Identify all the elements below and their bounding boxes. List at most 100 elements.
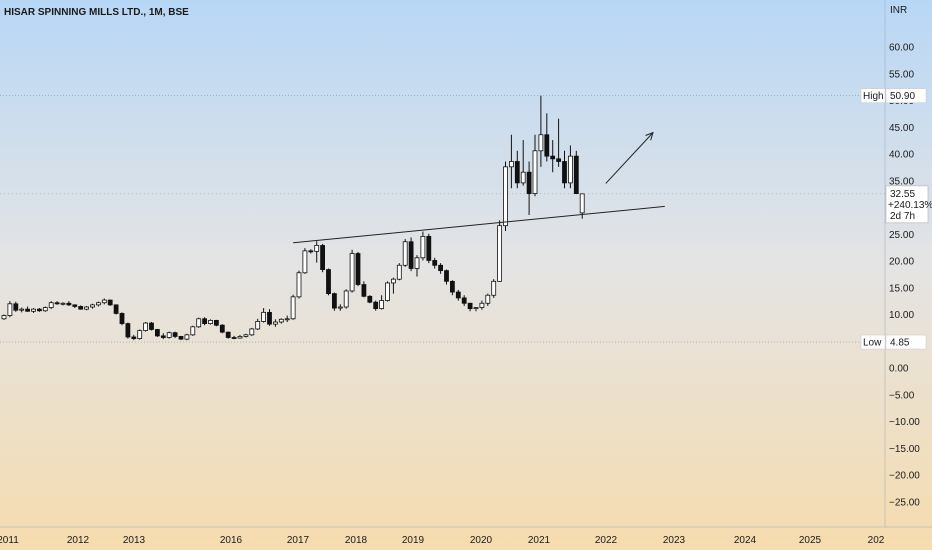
- candle-body: [503, 166, 508, 227]
- candle-body: [7, 303, 13, 316]
- candle-body: [485, 294, 491, 304]
- candle-body: [373, 301, 379, 310]
- candle-body: [284, 318, 290, 321]
- low-tag-label: Low: [863, 338, 882, 349]
- candle-body: [178, 336, 184, 340]
- candle-body: [166, 332, 172, 338]
- candle-body: [579, 193, 585, 214]
- candle-body: [290, 296, 296, 320]
- candle-body: [196, 318, 202, 328]
- candle-body: [72, 304, 78, 307]
- candle-body: [1, 315, 7, 320]
- candle-body: [208, 319, 213, 324]
- candle-body: [532, 150, 538, 194]
- x-tick-label: 2012: [67, 535, 90, 546]
- y-tick-label: −15.00: [889, 444, 920, 455]
- candle-body: [154, 329, 160, 337]
- y-tick-label: 45.00: [889, 123, 914, 134]
- candle-body: [225, 331, 231, 338]
- candle-body: [296, 272, 302, 298]
- candle-body: [355, 253, 361, 285]
- candle-body: [361, 284, 367, 297]
- x-tick-label: 2020: [470, 535, 493, 546]
- x-tick-label: 2021: [528, 535, 551, 546]
- candle-body: [331, 293, 337, 309]
- candle-body: [449, 280, 455, 293]
- candle-body: [160, 335, 166, 338]
- x-tick-label: 2024: [734, 535, 757, 546]
- currency-label: INR: [890, 5, 907, 16]
- candle-body: [408, 241, 414, 269]
- support-trendline: [293, 205, 665, 244]
- drawings: [293, 131, 665, 244]
- candle-body: [101, 299, 107, 304]
- candle-body: [367, 295, 373, 303]
- x-tick-label: 2016: [220, 535, 243, 546]
- candle-body: [137, 330, 143, 339]
- reference-lines: [0, 95, 885, 343]
- x-tick-label: 2023: [663, 535, 686, 546]
- last-price-box: [885, 185, 929, 224]
- candle-body: [249, 328, 255, 336]
- candle-body: [497, 225, 503, 282]
- candle-body: [562, 161, 567, 184]
- candle-body: [172, 332, 178, 337]
- candle-body: [84, 306, 89, 310]
- high-value-box: [885, 88, 927, 103]
- candle-body: [37, 308, 42, 312]
- candle-body: [414, 257, 420, 269]
- candle-body: [261, 311, 267, 322]
- candle-body: [143, 322, 149, 331]
- candle-body: [31, 308, 36, 312]
- projection-arrow-line: [605, 132, 654, 184]
- candle-body: [48, 302, 54, 308]
- y-tick-label: −10.00: [889, 417, 920, 428]
- candle-body: [320, 245, 326, 270]
- candle-body: [78, 306, 84, 310]
- candle-body: [544, 134, 550, 157]
- candle-body: [420, 235, 426, 259]
- candle-body: [113, 304, 119, 314]
- x-tick-label: 2011: [0, 535, 19, 546]
- low-value: 4.85: [890, 338, 910, 349]
- x-tick-label: 2019: [402, 535, 425, 546]
- candle-body: [349, 253, 355, 292]
- projection-arrow-head: [645, 131, 654, 141]
- bar-countdown: 2d 7h: [890, 211, 915, 222]
- x-axis-ticks: 2011 2012 2013 2016 2017 2018 2019 2020 2021 2022…: [0, 535, 885, 546]
- candles: [1, 95, 585, 341]
- candle-body: [190, 326, 196, 336]
- candle-body: [255, 321, 261, 330]
- candle-body: [308, 250, 314, 253]
- candle-body: [337, 306, 343, 309]
- low-value-box: [885, 334, 927, 350]
- x-tick-label: 2017: [287, 535, 310, 546]
- y-tick-label: −25.00: [889, 497, 920, 508]
- candle-body: [538, 134, 544, 152]
- candle-body: [526, 171, 532, 194]
- last-price-change: +240.13%: [888, 200, 932, 211]
- candle-body: [556, 158, 561, 162]
- candle-body: [237, 336, 243, 339]
- low-tag-box: [860, 334, 886, 350]
- candle-body: [479, 302, 485, 308]
- y-tick-label: 10.00: [889, 310, 914, 321]
- candle-body: [243, 334, 249, 337]
- candle-body: [149, 322, 154, 330]
- high-value: 50.90: [890, 91, 915, 102]
- candle-body: [379, 300, 385, 310]
- y-tick-label: 55.00: [889, 69, 914, 80]
- candle-body: [119, 313, 125, 324]
- y-tick-label: 40.00: [889, 150, 914, 161]
- candle-body: [508, 161, 514, 168]
- candle-body: [13, 303, 19, 311]
- candle-body: [231, 337, 237, 339]
- candle-body: [272, 321, 278, 325]
- candle-body: [202, 318, 208, 324]
- candle-body: [60, 302, 66, 305]
- candle-body: [184, 334, 190, 340]
- candle-body: [444, 270, 449, 282]
- high-tag-label: High: [863, 91, 884, 102]
